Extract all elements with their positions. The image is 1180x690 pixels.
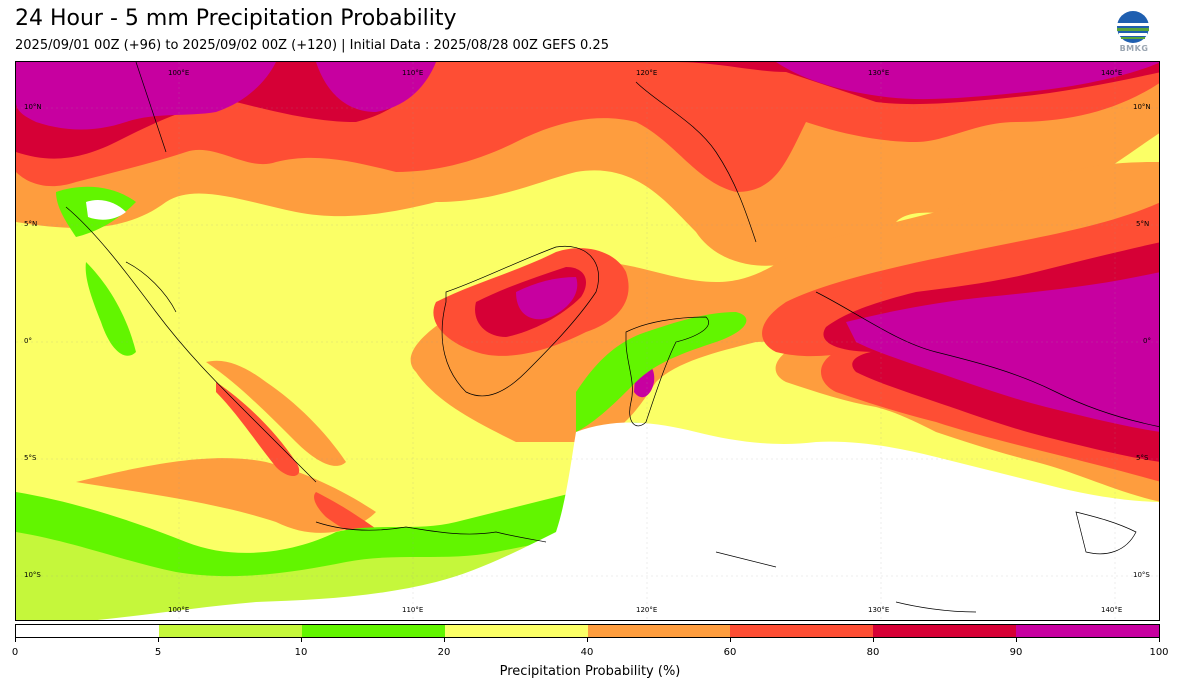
colorbar-label: Precipitation Probability (%) (499, 664, 681, 679)
lat-label-right: 10°S (1133, 571, 1150, 579)
lon-label-bottom: 120°E (636, 606, 658, 614)
colorbar-tick-mark (1016, 638, 1017, 642)
colorbar-tick-label: 0 (11, 647, 19, 658)
lat-label-right: 0° (1143, 337, 1151, 345)
lon-label-top: 120°E (636, 69, 658, 77)
colorbar-tick-label: 10 (294, 647, 308, 658)
colorbar-segment (158, 625, 302, 637)
colorbar-tick-mark (1159, 638, 1160, 642)
colorbar-segment (16, 625, 159, 637)
colorbar-segment (873, 625, 1017, 637)
colorbar-tick-mark (15, 638, 16, 642)
colorbar-segment (1016, 625, 1159, 637)
colorbar-segment (301, 625, 445, 637)
lon-label-top: 140°E (1101, 69, 1123, 77)
lon-label-bottom: 110°E (402, 606, 424, 614)
precipitation-map: 100°E 110°E 120°E 130°E 140°E 100°E 110°… (15, 61, 1160, 621)
lon-label-top: 100°E (168, 69, 190, 77)
lon-label-bottom: 140°E (1101, 606, 1123, 614)
lat-label-right: 10°N (1133, 103, 1151, 111)
lat-label-left: 5°N (24, 220, 38, 228)
colorbar-tick-mark (158, 638, 159, 642)
lat-label-right: 5°N (1136, 220, 1150, 228)
map-canvas (16, 62, 1159, 620)
colorbar-tick-label: 80 (866, 647, 880, 658)
colorbar-segment (587, 625, 731, 637)
lat-label-left: 10°S (24, 571, 41, 579)
lon-label-bottom: 130°E (868, 606, 890, 614)
colorbar-tick-mark (444, 638, 445, 642)
colorbar-tick-mark (301, 638, 302, 642)
colorbar-tick-mark (587, 638, 588, 642)
lat-label-left: 0° (24, 337, 32, 345)
colorbar-tick-label: 100 (1149, 647, 1169, 658)
map-subtitle: 2025/09/01 00Z (+96) to 2025/09/02 00Z (… (15, 38, 609, 53)
lon-label-bottom: 100°E (168, 606, 190, 614)
colorbar-tick-label: 20 (437, 647, 451, 658)
colorbar-tick-label: 40 (580, 647, 594, 658)
map-title: 24 Hour - 5 mm Precipitation Probability (15, 6, 457, 31)
bmkg-logo-icon (1117, 11, 1149, 43)
colorbar-tick-label: 90 (1009, 647, 1023, 658)
colorbar (15, 624, 1160, 638)
colorbar-tick-label: 5 (154, 647, 162, 658)
colorbar-segment (730, 625, 874, 637)
colorbar-tick-mark (873, 638, 874, 642)
colorbar-tick-mark (730, 638, 731, 642)
lon-label-top: 130°E (868, 69, 890, 77)
logo-text: BMKG (1119, 44, 1149, 53)
lat-label-left: 5°S (24, 454, 37, 462)
colorbar-segment (444, 625, 588, 637)
lat-label-left: 10°N (24, 103, 42, 111)
colorbar-tick-label: 60 (723, 647, 737, 658)
lat-label-right: 5°S (1136, 454, 1149, 462)
lon-label-top: 110°E (402, 69, 424, 77)
